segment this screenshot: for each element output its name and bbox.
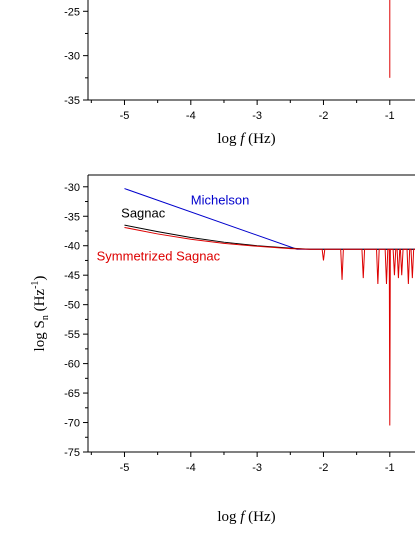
x-tick-label: -5 bbox=[120, 110, 130, 122]
y-tick-label: -30 bbox=[64, 182, 80, 194]
series-line bbox=[124, 226, 415, 426]
y-tick-label: -40 bbox=[64, 241, 80, 253]
x-tick-label: -3 bbox=[252, 110, 262, 122]
series-label: Sagnac bbox=[121, 205, 166, 220]
bottom-panel: -5 -4 -3 -2 -1 -75 -70 -65 -60 -55 -50 -45 -40 -35 -30… bbox=[30, 174, 415, 525]
y-tick-label: -75 bbox=[64, 447, 80, 459]
series-line bbox=[124, 188, 415, 250]
x-tick-label: -1 bbox=[385, 462, 395, 474]
x-axis-title: log f (Hz) bbox=[217, 131, 275, 147]
y-tick-label: -30 bbox=[64, 51, 80, 63]
x-tick-label: -3 bbox=[252, 462, 262, 474]
x-tick-label: -2 bbox=[319, 462, 329, 474]
y-tick-label: -45 bbox=[64, 270, 80, 282]
x-tick-label: -2 bbox=[319, 110, 329, 122]
y-tick-label: -70 bbox=[64, 418, 80, 430]
y-tick-label: -50 bbox=[64, 300, 80, 312]
y-tick-label: -35 bbox=[64, 211, 80, 223]
y-tick-label: -35 bbox=[64, 95, 80, 107]
y-tick-label: -55 bbox=[64, 329, 80, 341]
series-label: Symmetrized Sagnac bbox=[97, 248, 221, 263]
x-tick-label: -5 bbox=[120, 462, 130, 474]
x-axis-title: log f (Hz) bbox=[217, 509, 275, 525]
y-tick-label: -25 bbox=[64, 6, 80, 18]
series-label: Michelson bbox=[191, 192, 250, 207]
series-group bbox=[124, 188, 415, 426]
y-tick-label: -65 bbox=[64, 388, 80, 400]
x-tick-label: -4 bbox=[186, 462, 196, 474]
series-line bbox=[124, 224, 415, 250]
x-tick-label: -4 bbox=[186, 110, 196, 122]
y-tick-label: -60 bbox=[64, 359, 80, 371]
x-tick-label: -1 bbox=[385, 110, 395, 122]
top-panel: -5 -4 -3 -2 -1 -35 -30 -25 log f (Hz) bbox=[64, 0, 415, 147]
y-axis-title: log Sn (Hz-1) bbox=[30, 276, 51, 352]
